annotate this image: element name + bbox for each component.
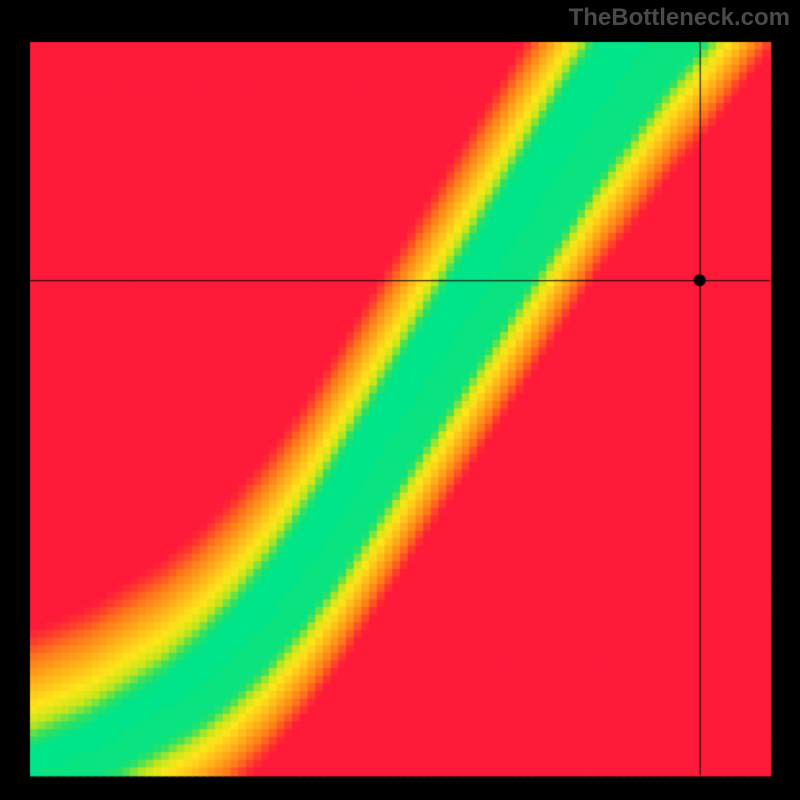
watermark-text: TheBottleneck.com — [569, 4, 790, 32]
chart-container: TheBottleneck.com — [0, 0, 800, 800]
heatmap-canvas — [0, 0, 800, 800]
